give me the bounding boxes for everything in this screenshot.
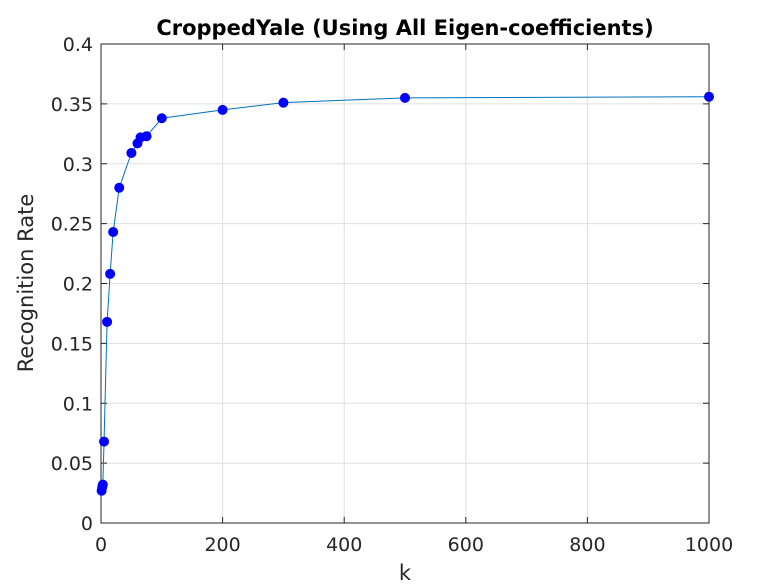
data-point-marker xyxy=(126,147,137,158)
series-layer xyxy=(96,91,714,496)
data-point-marker xyxy=(102,316,113,327)
y-tick-label: 0.3 xyxy=(63,154,93,176)
y-tick-label: 0.4 xyxy=(63,34,93,56)
x-tick-label: 200 xyxy=(204,534,240,556)
data-point-marker xyxy=(217,104,228,115)
data-point-marker xyxy=(400,92,410,103)
x-tick-label: 400 xyxy=(326,534,362,556)
data-point-marker xyxy=(105,268,116,279)
x-tick-label: 1000 xyxy=(685,534,733,556)
data-point-marker xyxy=(141,131,152,142)
axis-ticks xyxy=(100,43,710,524)
x-axis-label: k xyxy=(399,561,412,585)
data-point-marker xyxy=(97,479,108,490)
y-tick-label: 0.2 xyxy=(63,274,93,296)
y-axis-label: Recognition Rate xyxy=(14,194,38,373)
data-point-marker xyxy=(114,182,125,193)
y-tick-label: 0 xyxy=(81,513,93,535)
x-tick-label: 0 xyxy=(95,534,107,556)
y-tick-labels: 0 0.05 0.1 0.15 0.2 0.25 0.3 0.35 0.4 xyxy=(51,34,93,535)
data-point-marker xyxy=(108,227,119,238)
data-point-marker xyxy=(156,113,167,124)
y-tick-label: 0.1 xyxy=(63,393,93,415)
data-point-marker xyxy=(278,97,289,108)
y-tick-label: 0.15 xyxy=(51,333,93,355)
x-tick-labels: 0 200 400 600 800 1000 xyxy=(95,534,733,556)
y-tick-label: 0.25 xyxy=(51,214,93,236)
x-tick-label: 600 xyxy=(448,534,484,556)
x-tick-label: 800 xyxy=(569,534,605,556)
y-tick-label: 0.35 xyxy=(51,94,93,116)
chart-title: CroppedYale (Using All Eigen-coefficient… xyxy=(156,16,653,40)
y-tick-label: 0.05 xyxy=(51,453,93,475)
data-point-marker xyxy=(704,91,714,102)
grid-lines xyxy=(101,44,709,523)
data-point-marker xyxy=(99,436,110,447)
